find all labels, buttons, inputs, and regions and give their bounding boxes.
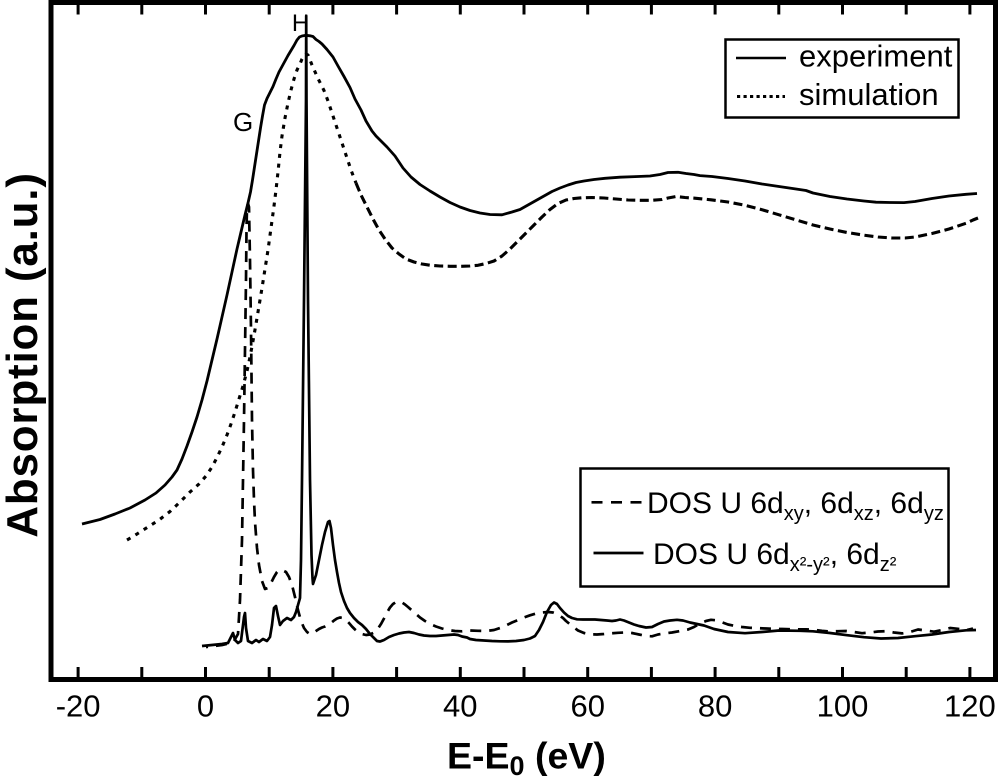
svg-text:-20: -20	[56, 689, 101, 724]
svg-text:simulation: simulation	[799, 77, 939, 112]
svg-text:E-E0 (eV): E-E0 (eV)	[447, 735, 606, 781]
svg-text:20: 20	[316, 689, 350, 724]
svg-text:80: 80	[698, 689, 732, 724]
svg-text:120: 120	[944, 689, 996, 724]
svg-text:Absorption (a.u.): Absorption (a.u.)	[0, 172, 47, 538]
svg-text:60: 60	[570, 689, 604, 724]
svg-text:H: H	[292, 10, 309, 37]
svg-text:40: 40	[443, 689, 477, 724]
svg-text:DOS U 6dx²-y², 6dz²: DOS U 6dx²-y², 6dz²	[653, 538, 897, 576]
svg-text:0: 0	[197, 689, 214, 724]
svg-text:experiment: experiment	[799, 39, 953, 74]
svg-text:G: G	[233, 107, 253, 137]
svg-text:100: 100	[817, 689, 869, 724]
